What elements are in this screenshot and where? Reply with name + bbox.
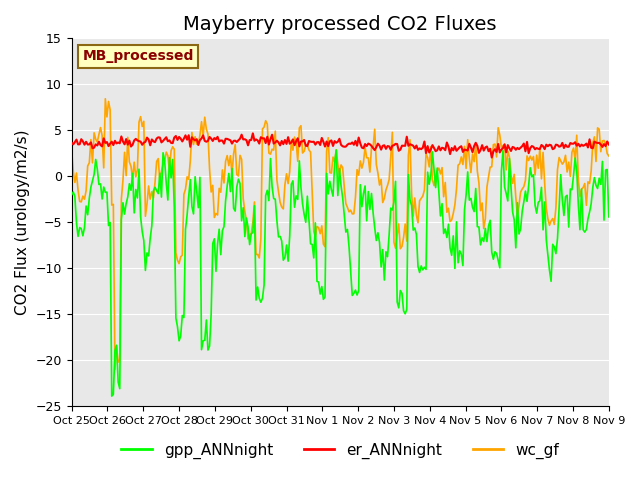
Title: Mayberry processed CO2 Fluxes: Mayberry processed CO2 Fluxes [184, 15, 497, 34]
Text: MB_processed: MB_processed [83, 49, 194, 63]
Y-axis label: CO2 Flux (urology/m2/s): CO2 Flux (urology/m2/s) [15, 130, 30, 315]
Legend: gpp_ANNnight, er_ANNnight, wc_gf: gpp_ANNnight, er_ANNnight, wc_gf [115, 436, 566, 465]
